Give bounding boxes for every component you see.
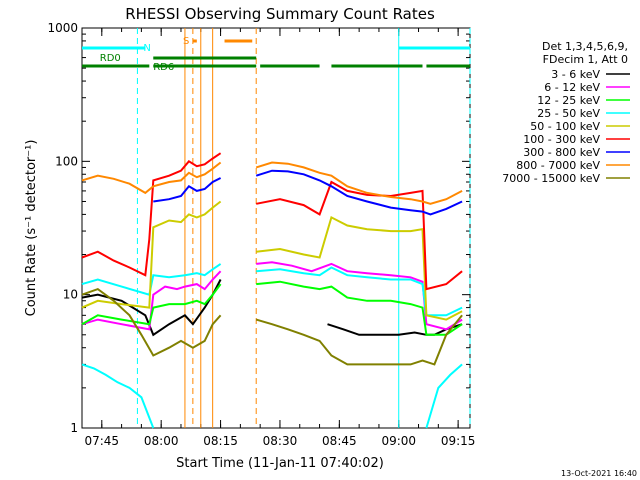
- y-tick-label: 1000: [47, 21, 78, 35]
- y-tick-label: 10: [63, 288, 78, 302]
- plot-frame: [81, 27, 471, 429]
- y-tick-label: 100: [55, 154, 78, 168]
- x-tick-label: 09:15: [441, 434, 476, 448]
- series-line-7: [81, 161, 222, 195]
- legend-label: 300 - 800 keV: [523, 146, 600, 159]
- series-line-9: [425, 363, 463, 429]
- flag-label-rd0: RD0: [100, 53, 121, 64]
- flag-label-n: N: [143, 43, 150, 54]
- series-line-0: [327, 323, 463, 336]
- x-axis-label: Start Time (11-Jan-11 07:40:02): [176, 456, 384, 471]
- vertical-marker-layer: [136, 28, 471, 428]
- x-tick-label: 08:15: [203, 434, 238, 448]
- series-line-3: [256, 266, 463, 317]
- legend-label: 12 - 25 keV: [537, 94, 600, 107]
- legend-label: 50 - 100 keV: [530, 120, 600, 133]
- x-tick-label: 08:30: [263, 434, 298, 448]
- legend-label: 3 - 6 keV: [551, 68, 600, 81]
- legend-header: FDecim 1, Att 0: [543, 53, 628, 66]
- legend-label: 800 - 7000 keV: [516, 159, 600, 172]
- series-line-4: [256, 215, 463, 321]
- x-tick-label: 08:00: [144, 434, 179, 448]
- legend-label: 7000 - 15000 keV: [502, 172, 600, 185]
- legend-label: 25 - 50 keV: [537, 107, 600, 120]
- chart-title: RHESSI Observing Summary Count Rates: [125, 5, 435, 23]
- series-line-7: [255, 161, 463, 205]
- series-line-1: [256, 261, 463, 331]
- legend-header: Det 1,3,4,5,6,9,: [542, 40, 628, 53]
- x-tick-label: 09:00: [381, 434, 416, 448]
- series-line-5: [256, 180, 463, 291]
- tick-layer: 1 10 100 1000 07:45 08:00 08:15 08:30 08:45 09:00…: [47, 21, 475, 448]
- series-line-9: [81, 363, 155, 429]
- legend-label: 100 - 300 keV: [523, 133, 600, 146]
- timestamp: 13-Oct-2021 16:40: [561, 469, 637, 478]
- legend-label: 6 - 12 keV: [544, 81, 600, 94]
- series-line-2: [81, 283, 222, 326]
- flag-label-s: S: [183, 36, 189, 47]
- series-line-6: [153, 177, 222, 203]
- series-line-8: [255, 314, 463, 366]
- x-tick-label: 07:45: [84, 434, 119, 448]
- y-tick-label: 1: [70, 421, 78, 435]
- flag-label-rd6: RD6: [153, 62, 174, 73]
- series-line-2: [256, 280, 463, 336]
- series-line-0: [81, 279, 222, 337]
- series-line-8: [81, 287, 222, 357]
- series-line-1: [81, 270, 222, 331]
- series-layer: [81, 152, 463, 429]
- series-line-6: [255, 169, 463, 216]
- legend: Det 1,3,4,5,6,9,FDecim 1, Att 0 3 - 6 keV…: [502, 40, 630, 185]
- x-tick-label: 08:45: [322, 434, 357, 448]
- series-line-5: [81, 152, 222, 277]
- flag-bar-layer: N S RD0 RD6: [82, 36, 470, 73]
- series-line-3: [81, 263, 222, 296]
- y-axis-label: Count Rate (s⁻¹ detector⁻¹): [24, 140, 39, 317]
